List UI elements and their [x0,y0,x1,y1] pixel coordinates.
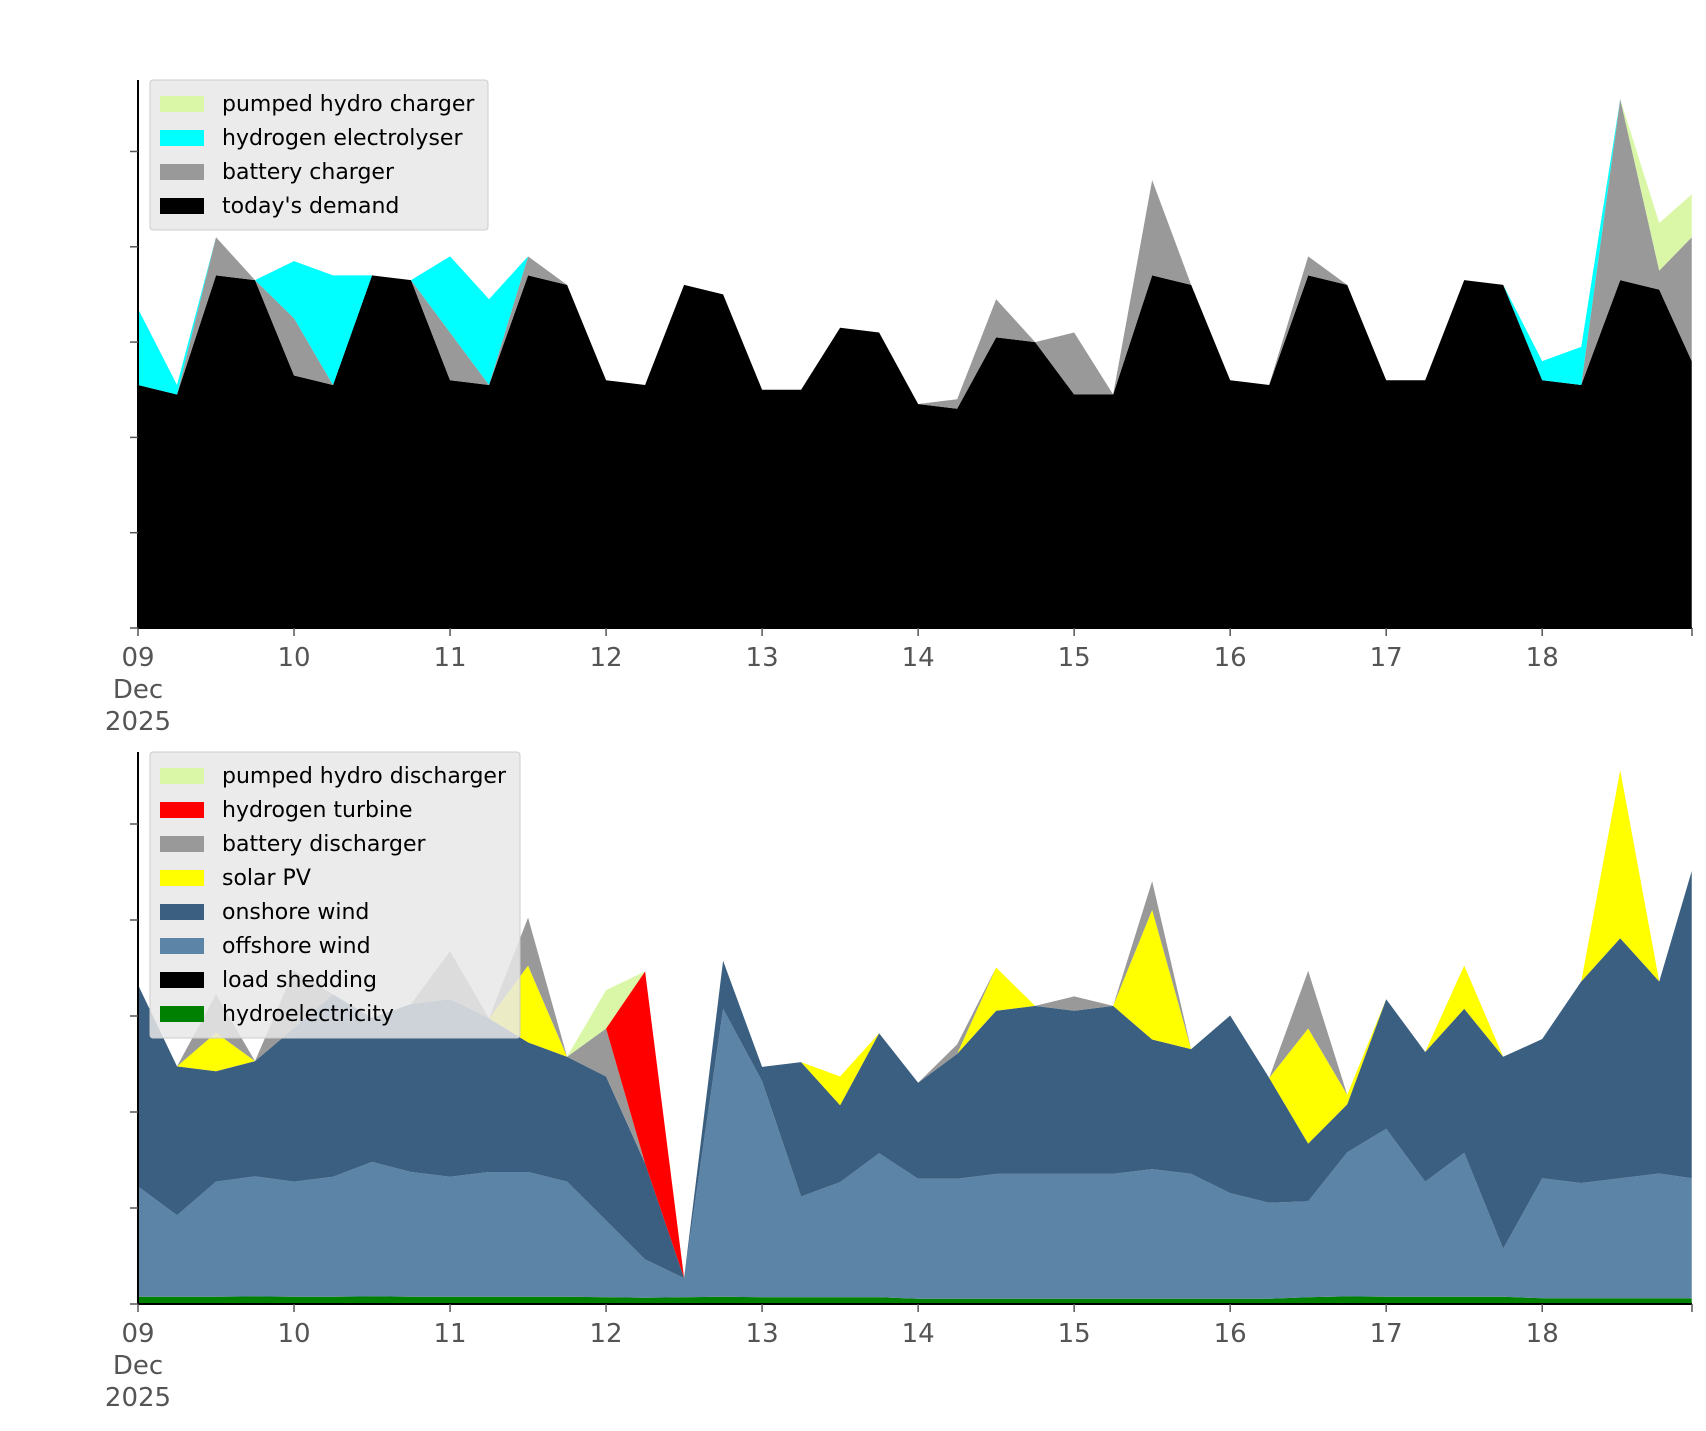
legend-swatch-hydrogen-electrolyser [160,130,204,146]
series-areas [138,770,1692,1304]
x-tick-label: 12 [590,1319,623,1349]
x-tick-label-line: Dec [113,1351,163,1381]
x-tick-label: 16 [1214,1319,1247,1349]
legend: pumped hydro charger hydrogen electrolyse… [149,79,489,231]
legend-label: battery charger [222,160,395,185]
legend-box [149,79,489,231]
legend-label: pumped hydro discharger [222,764,507,789]
x-tick-label-line: 10 [277,643,310,673]
x-tick-label-line: 15 [1058,643,1091,673]
x-tick-label-line: 13 [746,643,779,673]
x-tick-label-line: 2025 [105,707,171,737]
x-tick-label-line: 13 [746,1319,779,1349]
x-tick-label: 16 [1214,643,1247,673]
legend-label: pumped hydro charger [222,92,475,117]
legend-label: load shedding [222,968,377,993]
x-tick-label-line: 11 [434,643,467,673]
demand-chart: 09 Dec 2025 10 11 12 13 14 15 16 17 18 pumped hydro … [105,79,1693,737]
legend-swatch-hydroelectricity [160,1006,204,1022]
supply-chart: 09 Dec 2025 10 11 12 13 14 15 16 17 18 pumped hydro … [105,751,1693,1413]
legend-swatch-onshore-wind [160,904,204,920]
x-tick-label: 13 [746,643,779,673]
x-tick-label-line: 18 [1526,1319,1559,1349]
legend-swatch-offshore-wind [160,938,204,954]
x-tick-label: 18 [1526,1319,1559,1349]
area-offshore-wind [138,1008,1692,1299]
legend-label: hydrogen electrolyser [222,126,463,151]
x-tick-label: 09 Dec 2025 [105,643,171,737]
legend-swatch-pumped-hydro-charger [160,96,204,112]
x-tick-label: 12 [590,643,623,673]
legend-label: hydrogen turbine [222,798,413,823]
x-tick-label-line: 12 [590,643,623,673]
x-tick-label: 14 [902,643,935,673]
legend-swatch-load-shedding [160,972,204,988]
legend-swatch-solar-pv [160,870,204,886]
x-tick-label: 18 [1526,643,1559,673]
x-tick-label: 11 [434,643,467,673]
legend-swatch-pumped-hydro-discharger [160,768,204,784]
legend-label: battery discharger [222,832,427,857]
x-tick-label: 10 [277,1319,310,1349]
legend-swatch-today-s-demand [160,198,204,214]
x-tick-label-line: Dec [113,675,163,705]
x-tick-label-line: 14 [902,1319,935,1349]
x-tick-label-line: 11 [434,1319,467,1349]
legend-label: onshore wind [222,900,369,925]
legend-label: today's demand [222,194,399,219]
legend-label: offshore wind [222,934,371,959]
x-tick-label: 15 [1058,643,1091,673]
x-tick-label-line: 17 [1370,1319,1403,1349]
area-onshore-wind [138,871,1692,1279]
x-tick-label-line: 15 [1058,1319,1091,1349]
legend-swatch-battery-discharger [160,836,204,852]
x-tick-label-line: 17 [1370,643,1403,673]
x-tick-label: 09 Dec 2025 [105,1319,171,1413]
legend-label: hydroelectricity [222,1002,394,1027]
series-areas [138,99,1692,628]
legend-swatch-hydrogen-turbine [160,802,204,818]
x-tick-label-line: 18 [1526,643,1559,673]
legend-label: solar PV [222,866,311,891]
x-tick-label-line: 10 [277,1319,310,1349]
x-tick-label: 11 [434,1319,467,1349]
legend-swatch-battery-charger [160,164,204,180]
x-tick-label-line: 14 [902,643,935,673]
x-tick-label-line: 16 [1214,643,1247,673]
x-tick-label: 10 [277,643,310,673]
x-tick-label-line: 16 [1214,1319,1247,1349]
area-today-s-demand [138,275,1692,628]
x-tick-label-line: 09 [121,643,154,673]
x-tick-label: 15 [1058,1319,1091,1349]
x-tick-label-line: 2025 [105,1383,171,1413]
x-tick-label: 13 [746,1319,779,1349]
x-tick-label: 17 [1370,643,1403,673]
x-tick-label-line: 09 [121,1319,154,1349]
legend: pumped hydro discharger hydrogen turbine b… [149,751,521,1039]
x-tick-label: 14 [902,1319,935,1349]
x-tick-label-line: 12 [590,1319,623,1349]
legend-box [149,751,521,1039]
area-hydroelectricity [138,1296,1692,1304]
x-tick-label: 17 [1370,1319,1403,1349]
